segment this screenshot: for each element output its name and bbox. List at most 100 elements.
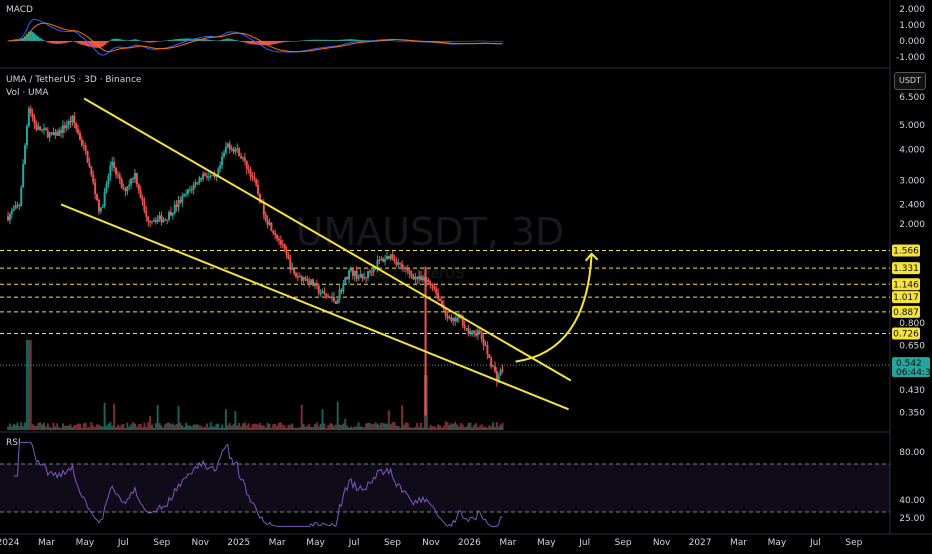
volume-bar — [105, 425, 108, 430]
candle-body — [101, 206, 104, 208]
macd-histogram-bar — [338, 39, 341, 41]
volume-bar — [353, 426, 356, 430]
volume-bar — [190, 426, 193, 430]
volume-bar — [300, 404, 303, 430]
candle-body — [118, 174, 121, 180]
volume-bar — [450, 423, 453, 430]
candle-body — [20, 187, 23, 206]
macd-title: MACD — [6, 5, 33, 15]
candle-body — [166, 219, 169, 221]
forecast-arrow — [515, 253, 593, 363]
volume-bar — [306, 425, 309, 430]
candle-body — [168, 211, 171, 220]
candle-body — [274, 233, 277, 236]
price-chart-title: UMA / TetherUS · 3D · Binance — [6, 75, 142, 85]
volume-bar — [204, 426, 207, 430]
candle-body — [192, 184, 195, 190]
volume-bar — [79, 423, 82, 430]
macd-histogram-bar — [103, 40, 106, 46]
volume-bar — [245, 425, 248, 430]
macd-histogram-bar — [35, 35, 38, 41]
macd-histogram-bar — [54, 40, 57, 44]
candle-body — [321, 291, 324, 294]
candle-body — [147, 216, 150, 222]
volume-bar — [207, 427, 210, 430]
volume-bar — [260, 425, 263, 430]
macd-histogram-bar — [260, 40, 263, 46]
current-price-tag — [892, 357, 930, 378]
candle-body — [293, 267, 296, 274]
macd-histogram-bar — [397, 40, 400, 42]
candle-body — [243, 157, 246, 161]
candle-body — [205, 175, 208, 178]
candle-body — [281, 244, 284, 246]
price-tick-label: 4.000 — [899, 145, 925, 155]
macd-histogram-bar — [478, 40, 481, 42]
candle-body — [370, 271, 373, 273]
lower-trendline — [60, 203, 569, 411]
macd-histogram-bar — [73, 40, 76, 42]
time-tick-label: 2027 — [689, 538, 712, 548]
candle-body — [128, 184, 131, 187]
volume-bar — [97, 424, 100, 430]
macd-histogram-bar — [209, 39, 212, 41]
time-tick-label: Nov — [422, 538, 440, 548]
volume-bar — [122, 423, 125, 430]
macd-histogram-bar — [253, 40, 256, 45]
macd-histogram-bar — [116, 38, 119, 41]
candle-body — [92, 174, 95, 183]
candle-body — [454, 317, 457, 322]
volume-bar — [25, 340, 28, 430]
volume-bar — [249, 427, 252, 430]
macd-histogram-bar — [302, 40, 305, 41]
macd-histogram-bar — [465, 40, 468, 42]
candle-body — [346, 277, 349, 280]
macd-histogram-bar — [475, 40, 478, 42]
volume-bar — [139, 423, 142, 430]
macd-histogram-bar — [41, 39, 44, 41]
macd-histogram-bar — [39, 38, 42, 41]
volume-bar — [188, 425, 191, 430]
volume-bar — [162, 427, 165, 430]
volume-bar — [331, 423, 334, 430]
candle-body — [450, 317, 453, 321]
volume-bar — [313, 424, 316, 430]
volume-bar — [200, 425, 203, 430]
macd-histogram-bar — [120, 39, 123, 41]
candle-body — [421, 277, 424, 281]
macd-histogram-bar — [92, 40, 95, 48]
candle-body — [116, 174, 119, 176]
volume-bar — [177, 406, 180, 430]
candle-body — [99, 207, 102, 212]
candle-body — [433, 286, 436, 289]
level-label: 0.887 — [893, 308, 919, 318]
candle-body — [149, 221, 152, 223]
macd-histogram-bar — [192, 38, 195, 41]
volume-bar — [279, 422, 282, 430]
macd-histogram-bar — [158, 40, 161, 42]
volume-bar — [492, 422, 495, 430]
time-tick-label: Sep — [384, 538, 401, 548]
candle-body — [425, 279, 428, 282]
candle-body — [497, 375, 500, 382]
macd-histogram-bar — [355, 39, 358, 41]
candle-body — [46, 130, 49, 138]
macd-histogram-bar — [450, 40, 453, 42]
volume-bar — [241, 423, 244, 430]
candle-body — [25, 125, 28, 146]
volume-bar — [332, 425, 335, 430]
volume-bar — [467, 423, 470, 430]
candle-body — [133, 173, 136, 180]
volume-bar — [412, 427, 415, 430]
macd-histogram-bar — [175, 39, 178, 41]
volume-bar — [18, 426, 21, 430]
macd-histogram-bar — [336, 39, 339, 41]
currency-button[interactable]: USDT — [894, 72, 926, 90]
volume-bar — [272, 424, 275, 430]
level-label: 1.566 — [893, 247, 919, 257]
macd-histogram-bar — [135, 39, 138, 41]
volume-bar — [391, 422, 394, 430]
volume-bar — [259, 422, 262, 430]
candle-body — [492, 366, 495, 368]
